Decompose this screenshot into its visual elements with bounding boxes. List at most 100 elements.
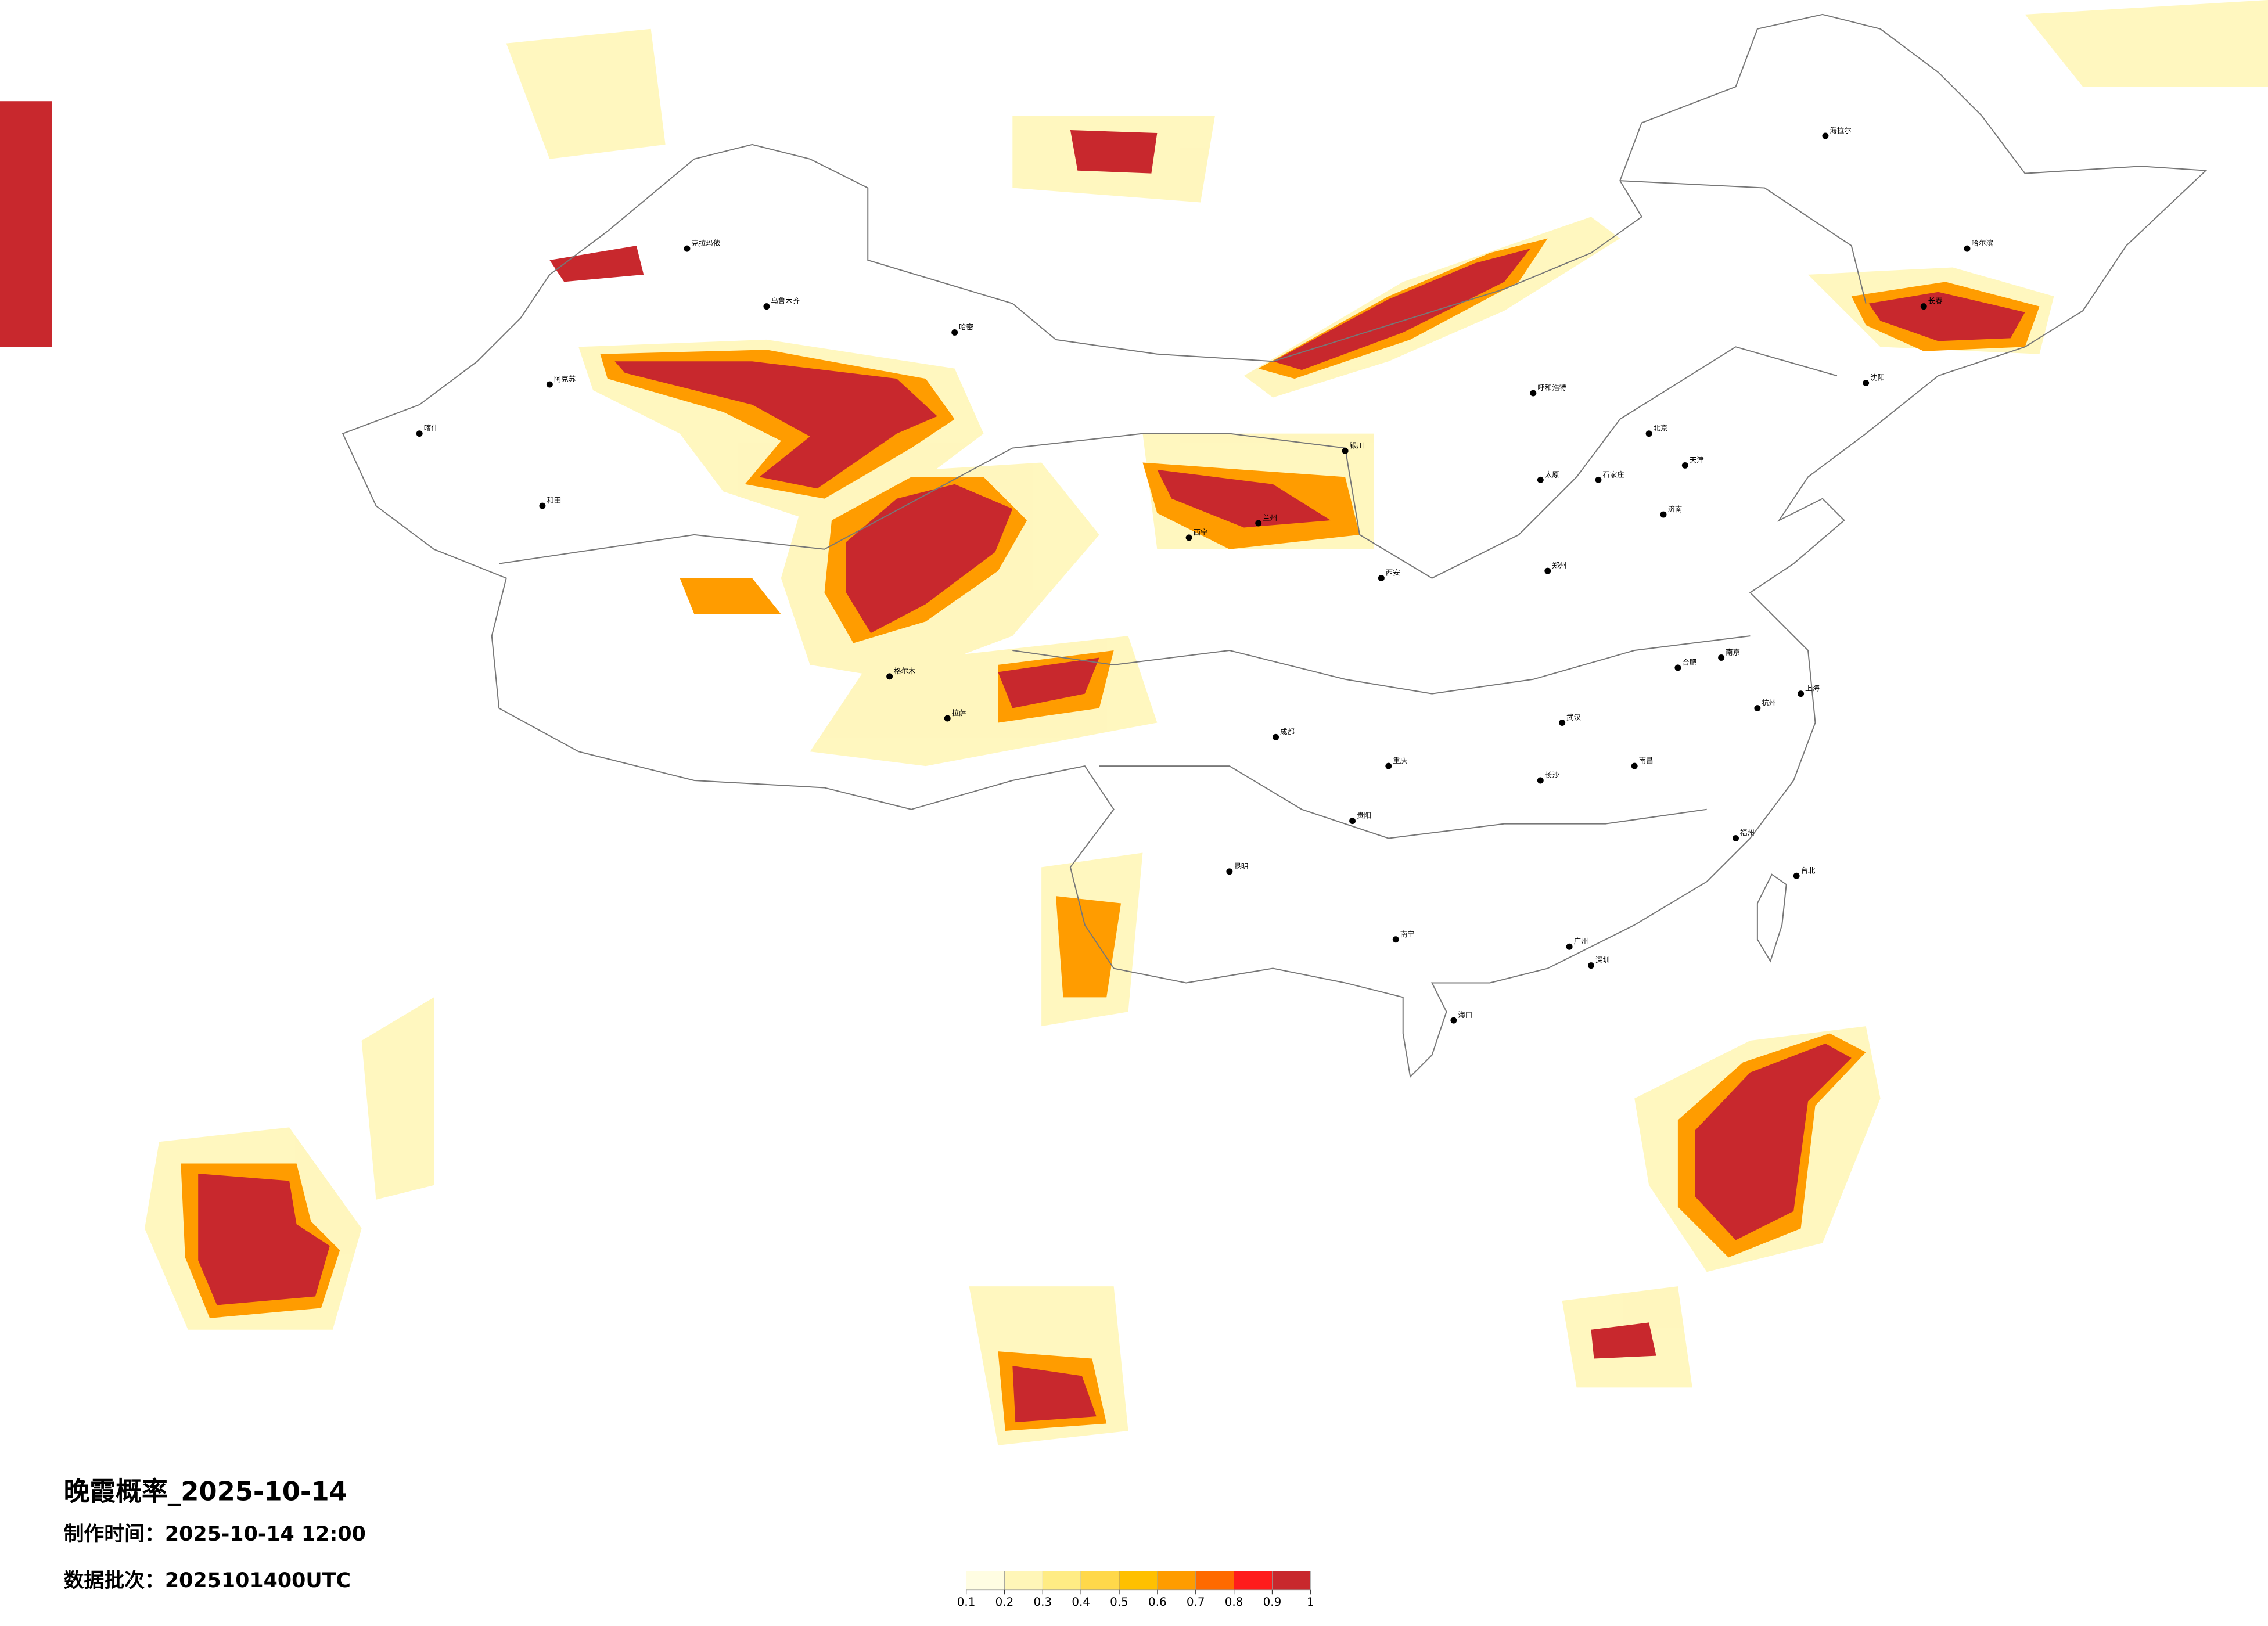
probability-field	[0, 0, 2268, 1445]
city-label: 海拉尔	[1830, 126, 1851, 135]
city-dot	[1793, 872, 1800, 879]
city-label: 海口	[1458, 1010, 1472, 1019]
production-time: 制作时间：2025-10-14 12:00	[64, 1523, 366, 1546]
colorbar-tick-label: 0.1	[957, 1595, 976, 1609]
city-label: 南宁	[1400, 930, 1415, 938]
city-label: 拉萨	[952, 708, 966, 717]
city-label: 喀什	[424, 424, 438, 433]
city-label: 阿克苏	[554, 375, 576, 383]
colorbar-tick-label: 0.8	[1225, 1595, 1243, 1609]
city-label: 石家庄	[1602, 470, 1624, 479]
city-dot	[951, 329, 958, 336]
city-label: 南京	[1726, 647, 1740, 656]
city-dot	[1342, 448, 1349, 455]
city-label: 哈密	[959, 322, 973, 331]
city-dot	[1718, 654, 1725, 661]
city-label: 长春	[1928, 297, 1943, 305]
city-dot	[1185, 534, 1192, 541]
city-dot	[1964, 245, 1971, 252]
city-dot	[1255, 520, 1262, 527]
city-label: 格尔木	[894, 667, 916, 675]
map-title: 晚霞概率_2025-10-14	[64, 1476, 347, 1506]
city-dot	[763, 303, 770, 310]
city-dot	[1537, 476, 1544, 483]
colorbar-bin	[1234, 1571, 1273, 1591]
city-label: 济南	[1667, 505, 1682, 513]
colorbar-bin	[966, 1571, 1005, 1591]
city-label: 南昌	[1639, 756, 1654, 765]
boundaries	[342, 13, 2208, 1078]
colorbar-tick-label: 0.4	[1072, 1595, 1090, 1609]
data-batch: 数据批次：2025101400UTC	[64, 1569, 351, 1592]
city-dot	[1595, 476, 1602, 483]
colorbar-bin	[1119, 1571, 1158, 1591]
city-dot	[1450, 1017, 1457, 1024]
city-dot	[1660, 511, 1667, 518]
city-dot	[1544, 567, 1551, 574]
colorbar-tick-label: 0.7	[1187, 1595, 1205, 1609]
city-label: 哈尔滨	[1971, 239, 1993, 247]
colorbar-bin	[1004, 1571, 1043, 1591]
colorbar-tick-label: 0.9	[1263, 1595, 1282, 1609]
city-label: 郑州	[1552, 561, 1566, 570]
city-dot	[1537, 777, 1544, 784]
colorbar-bin	[1157, 1571, 1196, 1591]
city-label: 广州	[1574, 937, 1588, 945]
city-label: 合肥	[1682, 658, 1696, 667]
province-lines	[1099, 765, 1707, 839]
colorbar-tick-label: 0.2	[995, 1595, 1014, 1609]
city-label: 西宁	[1194, 528, 1208, 537]
city-dot	[1226, 868, 1233, 875]
city-label: 兰州	[1263, 513, 1277, 522]
city-dot	[1822, 132, 1829, 139]
city-dot	[944, 715, 951, 722]
city-dot	[1733, 835, 1739, 842]
city-label: 长沙	[1545, 771, 1559, 779]
colorbar-tick-label: 1	[1307, 1595, 1314, 1609]
city-label: 乌鲁木齐	[771, 297, 800, 305]
province-lines	[1012, 635, 1751, 695]
city-dot	[684, 245, 691, 252]
city-dot	[546, 381, 553, 388]
city-dot	[1631, 762, 1638, 769]
city-dot	[1530, 390, 1537, 397]
city-label: 克拉玛依	[691, 239, 720, 247]
city-label: 贵阳	[1357, 811, 1371, 820]
city-dot	[886, 673, 893, 680]
city-dot	[1385, 762, 1392, 769]
city-dot	[1798, 690, 1805, 697]
city-dot	[1559, 719, 1566, 726]
colorbar-bin	[1080, 1571, 1120, 1591]
city-dot	[1681, 462, 1688, 469]
colorbar-tick-label: 0.6	[1148, 1595, 1167, 1609]
city-label: 台北	[1801, 866, 1816, 875]
city-label: 重庆	[1393, 756, 1407, 765]
colorbar-bin	[1272, 1571, 1311, 1591]
city-label: 和田	[547, 496, 561, 505]
city-dot	[539, 502, 546, 509]
city-label: 上海	[1805, 684, 1820, 693]
city-label: 深圳	[1595, 956, 1610, 965]
city-dot	[1349, 818, 1356, 825]
high-probability	[0, 101, 2025, 1423]
city-dot	[1392, 936, 1399, 943]
china-outline	[342, 13, 2208, 1078]
city-dot	[416, 430, 423, 437]
city-label: 北京	[1654, 424, 1668, 433]
city-dot	[1378, 575, 1385, 582]
city-label: 昆明	[1234, 862, 1248, 870]
city-dot	[1273, 733, 1279, 740]
city-dot	[1674, 664, 1681, 671]
city-dot	[1645, 430, 1652, 437]
city-label: 太原	[1545, 470, 1559, 479]
colorbar-tick-label: 0.3	[1033, 1595, 1052, 1609]
city-label: 呼和浩特	[1537, 383, 1566, 392]
city-label: 杭州	[1762, 699, 1776, 707]
province-lines	[1620, 180, 1867, 304]
colorbar: 0.1 0.2 0.3 0.4 0.5 0.6 0.7 0.8 0.9 1	[957, 1571, 1314, 1609]
city-dot	[1566, 943, 1573, 950]
city-label: 银川	[1350, 441, 1364, 450]
